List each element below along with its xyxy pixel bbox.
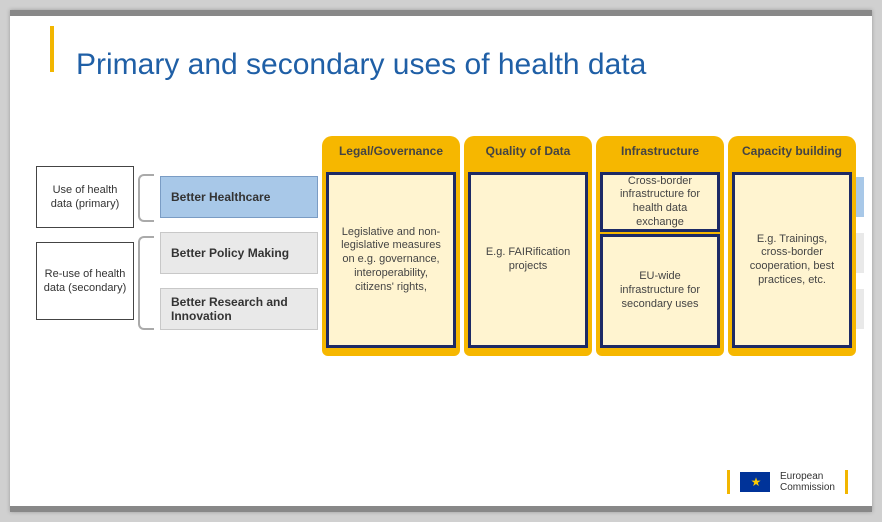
- slide-title: Primary and secondary uses of health dat…: [76, 48, 646, 82]
- category-secondary-label: Re-use of health data (secondary): [41, 267, 129, 296]
- col-header-label: Quality of Data: [486, 144, 571, 158]
- footer-org: European Commission: [780, 471, 835, 494]
- cell-text: E.g. Trainings, cross-border cooperation…: [741, 233, 843, 288]
- category-primary: Use of health data (primary): [36, 166, 134, 228]
- cell-text: Legislative and non-legislative measures…: [335, 226, 447, 295]
- col-head-infra: Infrastructure: [596, 136, 724, 166]
- col-head-legal: Legal/Governance: [322, 136, 460, 166]
- footer-accent-bar: [727, 470, 730, 494]
- col-header-label: Infrastructure: [621, 144, 699, 158]
- category-secondary: Re-use of health data (secondary): [36, 242, 134, 320]
- bracket-secondary: [138, 236, 154, 330]
- eu-flag-icon: ★: [740, 472, 770, 492]
- bracket-primary: [138, 174, 154, 222]
- cell-text: EU-wide infrastructure for secondary use…: [609, 270, 711, 311]
- col-header-label: Capacity building: [742, 144, 842, 158]
- row-policy: Better Policy Making: [160, 232, 318, 274]
- slide: Primary and secondary uses of health dat…: [10, 10, 872, 512]
- cell-quality: E.g. FAIRification projects: [468, 172, 588, 348]
- diagram: Use of health data (primary) Re-use of h…: [36, 136, 846, 376]
- cell-text: E.g. FAIRification projects: [477, 246, 579, 274]
- category-primary-label: Use of health data (primary): [41, 183, 129, 212]
- col-head-capacity: Capacity building: [728, 136, 856, 166]
- col-head-quality: Quality of Data: [464, 136, 592, 166]
- row-research: Better Research and Innovation: [160, 288, 318, 330]
- cell-legal: Legislative and non-legislative measures…: [326, 172, 456, 348]
- footer: ★ European Commission: [727, 470, 848, 494]
- row-healthcare: Better Healthcare: [160, 176, 318, 218]
- cell-capacity: E.g. Trainings, cross-border cooperation…: [732, 172, 852, 348]
- cell-text: Cross-border infrastructure for health d…: [609, 175, 711, 230]
- row-label: Better Healthcare: [171, 190, 270, 204]
- title-accent-bar: [50, 26, 54, 72]
- cell-infra-primary: Cross-border infrastructure for health d…: [600, 172, 720, 232]
- footer-accent-bar: [845, 470, 848, 494]
- row-label: Better Research and Innovation: [171, 295, 317, 323]
- cell-infra-secondary: EU-wide infrastructure for secondary use…: [600, 234, 720, 348]
- row-label: Better Policy Making: [171, 246, 289, 260]
- footer-org-line1: European: [780, 471, 835, 483]
- col-header-label: Legal/Governance: [339, 144, 443, 158]
- footer-org-line2: Commission: [780, 482, 835, 494]
